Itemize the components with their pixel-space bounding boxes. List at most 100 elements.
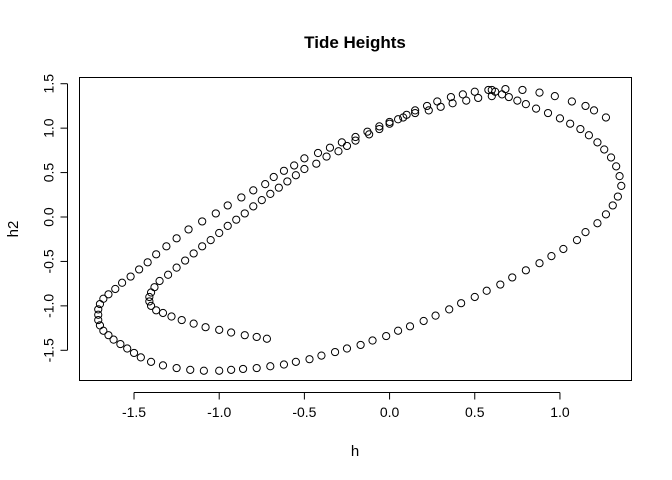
data-point	[290, 161, 299, 170]
data-point	[385, 117, 394, 127]
data-point	[606, 153, 616, 162]
data-point	[521, 100, 530, 109]
data-point	[513, 96, 522, 105]
data-point	[262, 334, 272, 343]
data-point	[458, 90, 467, 99]
data-point	[351, 132, 360, 142]
data-point	[368, 336, 377, 345]
x-tick-label: -1.0	[207, 404, 231, 420]
data-point	[266, 189, 275, 198]
data-point	[158, 308, 168, 318]
data-point	[482, 286, 491, 295]
data-point	[215, 228, 224, 238]
data-point	[291, 357, 300, 366]
data-point	[206, 236, 215, 245]
data-point	[617, 181, 626, 190]
x-axis: -1.5 -1.0 -0.5 0.0 0.5 1.0	[122, 392, 570, 420]
data-point	[375, 122, 384, 131]
data-point	[223, 201, 232, 210]
data-point	[550, 92, 559, 101]
data-point	[613, 192, 622, 201]
data-point	[291, 171, 300, 180]
data-point	[572, 236, 582, 245]
data-point	[457, 299, 466, 308]
data-point	[184, 225, 193, 234]
data-point	[567, 97, 576, 106]
data-point	[351, 136, 360, 145]
data-point	[177, 315, 186, 325]
data-point	[342, 344, 352, 353]
data-point	[162, 242, 171, 251]
data-point	[576, 124, 585, 134]
data-point	[584, 131, 594, 140]
data-point	[129, 348, 139, 358]
y-tick-label: -1.0	[41, 294, 57, 318]
data-point	[152, 250, 161, 259]
data-point	[363, 127, 372, 136]
data-point	[300, 164, 309, 174]
data-point	[555, 114, 565, 123]
data-point	[405, 322, 415, 331]
data-point	[104, 290, 113, 299]
data-point	[116, 339, 125, 349]
data-point	[462, 96, 471, 105]
data-point	[593, 138, 602, 147]
data-point	[249, 202, 258, 211]
data-point	[117, 278, 127, 287]
data-point	[385, 119, 394, 128]
data-point	[95, 299, 105, 309]
data-point	[163, 270, 173, 279]
data-point	[172, 363, 181, 373]
data-point	[601, 210, 611, 219]
data-point	[518, 85, 527, 95]
data-point	[474, 93, 483, 103]
data-point	[508, 273, 517, 282]
data-point	[501, 84, 510, 94]
data-point	[126, 272, 135, 281]
data-point	[615, 172, 624, 181]
data-point	[305, 355, 314, 364]
data-point	[593, 219, 602, 228]
data-point	[393, 115, 403, 124]
chart-title: Tide Heights	[304, 33, 406, 52]
data-point	[252, 332, 261, 342]
data-point	[504, 92, 513, 102]
data-point	[312, 159, 321, 168]
data-point	[431, 311, 440, 320]
data-point	[422, 101, 432, 111]
x-tick-label: 1.0	[550, 404, 570, 420]
data-point	[600, 145, 609, 154]
y-axis: -1.5 -1.0 -0.5 0.0 0.5 1.0 1.5	[41, 74, 68, 362]
data-point	[143, 258, 152, 267]
data-point	[445, 305, 454, 314]
data-point	[269, 172, 278, 182]
data-point	[172, 234, 181, 243]
data-point	[238, 364, 248, 374]
data-point	[99, 294, 108, 303]
data-point	[448, 99, 457, 108]
data-point	[240, 331, 249, 340]
data-point	[581, 101, 590, 111]
data-point	[446, 92, 456, 102]
data-point	[158, 361, 168, 370]
data-point	[547, 252, 556, 261]
data-point	[145, 297, 154, 306]
data-point	[559, 244, 568, 254]
data-point	[433, 97, 442, 106]
data-point	[111, 284, 120, 294]
data-point	[283, 177, 292, 186]
data-point	[189, 249, 198, 258]
data-point	[612, 162, 621, 171]
data-point	[135, 265, 144, 274]
data-point	[215, 366, 224, 375]
x-axis-label: h	[351, 443, 359, 460]
data-point	[484, 85, 493, 95]
data-point	[94, 315, 103, 325]
data-point	[330, 347, 340, 357]
data-point	[317, 351, 326, 360]
data-point	[227, 365, 236, 374]
data-point	[146, 301, 156, 310]
data-point	[252, 363, 261, 373]
data-point	[322, 152, 331, 161]
data-point	[249, 186, 258, 195]
